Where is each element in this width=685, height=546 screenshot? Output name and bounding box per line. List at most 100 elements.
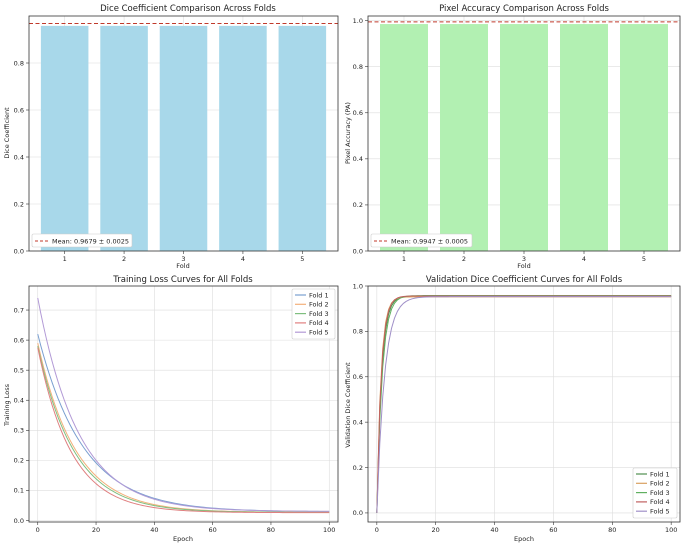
legend-entry: Mean: 0.9679 ± 0.0025	[52, 238, 129, 246]
y-tick-label: 0.0	[14, 247, 24, 255]
x-tick-label: 40	[490, 526, 498, 534]
x-tick-label: 80	[608, 526, 616, 534]
x-tick-label: 3	[181, 255, 185, 263]
x-tick-label: 0	[36, 526, 40, 534]
bar-fold-2	[100, 25, 148, 252]
y-tick-label: 0.8	[353, 63, 363, 71]
x-tick-label: 4	[582, 255, 586, 263]
line-fold-1	[37, 333, 330, 512]
legend-entry: Fold 5	[650, 508, 670, 516]
plot-frame	[367, 285, 681, 523]
plot-frame	[28, 15, 339, 252]
legend-entry: Fold 3	[650, 489, 670, 497]
y-tick-label: 0.7	[14, 306, 24, 314]
legend-entry: Mean: 0.9947 ± 0.0005	[391, 238, 468, 246]
y-axis-label: Dice Coefficient	[3, 107, 11, 159]
legend-box	[632, 467, 678, 519]
bars	[380, 24, 668, 252]
legend: Mean: 0.9679 ± 0.0025	[31, 233, 133, 248]
line-fold-5	[376, 296, 672, 513]
x-tick-label: 1	[63, 255, 67, 263]
line-fold-4	[37, 347, 330, 514]
legend-entry: Fold 4	[650, 498, 670, 506]
y-tick-label: 0.6	[14, 106, 24, 114]
y-tick-label: 0.5	[14, 366, 24, 374]
x-tick-label: 5	[642, 255, 646, 263]
y-tick-label: 0.4	[14, 397, 24, 405]
bar-fold-3	[500, 24, 548, 252]
legend-entry: Fold 1	[650, 470, 670, 478]
y-tick-label: 0.8	[14, 59, 24, 67]
y-tick-label: 0.0	[353, 247, 363, 255]
x-tick-label: 100	[665, 526, 677, 534]
line-fold-2	[37, 343, 330, 513]
y-tick-label: 0.4	[14, 153, 24, 161]
x-axis-label: Fold	[517, 262, 530, 270]
y-ticks: 0.0 0.2 0.4 0.6 0.8	[14, 59, 29, 255]
y-tick-label: 1.0	[353, 282, 363, 290]
x-ticks: 1 2 3 4 5	[63, 251, 304, 263]
dice-bar-chart: Dice Coefficient Comparison Across Folds…	[3, 4, 339, 270]
y-tick-label: 0.6	[14, 336, 24, 344]
x-tick-label: 20	[92, 526, 100, 534]
line-fold-3	[37, 346, 330, 513]
bar-fold-5	[278, 25, 327, 252]
plot-frame	[28, 285, 339, 523]
legend-entry: Fold 2	[309, 301, 329, 309]
x-tick-label: 1	[402, 255, 406, 263]
x-tick-label: 60	[209, 526, 217, 534]
x-ticks: 1 2 3 4 5	[402, 251, 646, 263]
y-axis-label: Pixel Accuracy (PA)	[344, 102, 352, 164]
y-tick-label: 1.0	[353, 17, 363, 25]
y-tick-label: 0.2	[14, 457, 24, 465]
y-tick-label: 0.1	[14, 487, 24, 495]
x-tick-label: 40	[150, 526, 158, 534]
line-fold-1	[376, 295, 672, 513]
validation-dice-line-chart: Validation Dice Coefficient Curves for A…	[344, 275, 681, 543]
chart-title: Dice Coefficient Comparison Across Folds	[100, 4, 276, 14]
x-tick-label: 100	[323, 526, 335, 534]
legend-entry: Fold 3	[309, 310, 329, 318]
x-tick-label: 60	[549, 526, 557, 534]
y-axis-label: Training Loss	[3, 383, 11, 427]
x-tick-label: 0	[375, 526, 379, 534]
x-tick-label: 3	[522, 255, 526, 263]
legend-entry: Fold 5	[309, 329, 329, 337]
bar-fold-5	[620, 24, 668, 252]
chart-title: Training Loss Curves for All Folds	[112, 275, 253, 285]
series-lines	[37, 297, 330, 514]
y-tick-label: 0.0	[353, 509, 363, 517]
chart-title: Validation Dice Coefficient Curves for A…	[426, 275, 623, 285]
bar-fold-1	[380, 24, 428, 252]
legend-box	[31, 233, 133, 248]
y-ticks: 0.0 0.2 0.4 0.6 0.8 1.0	[353, 282, 368, 517]
y-tick-label: 0.4	[353, 155, 363, 163]
legend-box	[291, 288, 336, 340]
pixel-accuracy-bar-chart: Pixel Accuracy Comparison Across Folds 0…	[344, 4, 681, 270]
y-tick-label: 0.6	[353, 109, 363, 117]
y-tick-label: 0.2	[353, 201, 363, 209]
y-tick-label: 0.6	[353, 373, 363, 381]
y-tick-label: 0.2	[14, 200, 24, 208]
bars	[40, 25, 327, 252]
y-ticks: 0.0 0.1 0.2 0.3 0.4 0.5 0.6 0.7	[14, 306, 29, 525]
x-tick-label: 5	[300, 255, 304, 263]
line-fold-3	[376, 295, 672, 513]
plot-frame	[367, 15, 681, 252]
bar-fold-4	[560, 24, 608, 252]
y-tick-label: 0.4	[353, 418, 363, 426]
bar-fold-3	[159, 25, 208, 252]
legend: Mean: 0.9947 ± 0.0005	[370, 233, 473, 248]
line-fold-4	[376, 295, 672, 513]
bar-fold-2	[440, 24, 488, 252]
x-tick-label: 80	[267, 526, 275, 534]
bar-fold-4	[219, 25, 267, 252]
line-fold-5	[37, 297, 330, 512]
x-tick-label: 2	[122, 255, 126, 263]
x-ticks: 0 20 40 60 80 100	[36, 522, 335, 534]
x-tick-label: 20	[432, 526, 440, 534]
y-tick-label: 0.3	[14, 427, 24, 435]
